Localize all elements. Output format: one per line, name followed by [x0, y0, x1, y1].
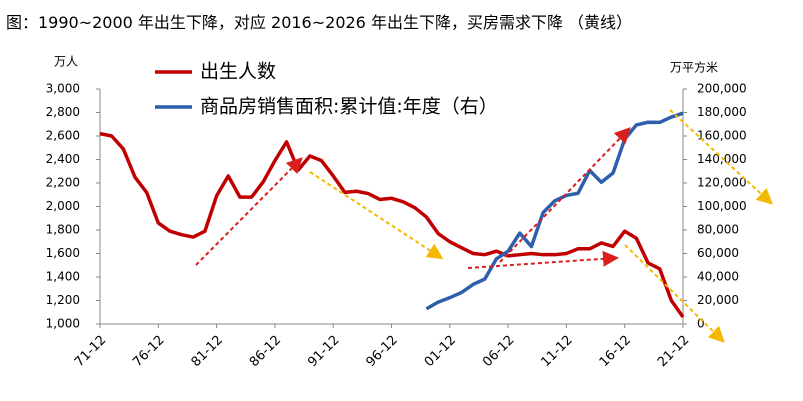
y-axis-label: 万人 [54, 55, 78, 69]
trend-arrow [467, 250, 619, 269]
x-tick-label: 11-12 [538, 333, 575, 370]
y2-tick-label: 120,000 [697, 176, 747, 190]
x-tick-label: 01-12 [422, 333, 459, 370]
y-tick-label: 1,600 [46, 246, 80, 260]
y2-tick-label: 180,000 [697, 105, 747, 119]
x-tick-label: 21-12 [655, 333, 692, 370]
x-tick-label: 91-12 [305, 333, 342, 370]
y-tick-label: 1,200 [46, 293, 80, 307]
y-tick-label: 2,600 [46, 129, 80, 143]
y2-axis-label: 万平方米 [670, 60, 718, 75]
x-tick-label: 71-12 [72, 333, 109, 370]
y2-tick-label: 60,000 [697, 246, 739, 260]
y2-tick-label: 40,000 [697, 270, 739, 284]
x-tick-label: 76-12 [130, 333, 167, 370]
y2-tick-label: 160,000 [697, 129, 747, 143]
trend-arrow [669, 109, 773, 205]
trend-arrow [195, 157, 303, 266]
trend-arrow [309, 171, 444, 260]
legend-label: 商品房销售面积:累计值:年度（右） [200, 96, 498, 118]
y2-tick-label: 200,000 [697, 82, 747, 96]
series-line [425, 111, 684, 311]
y-tick-label: 2,400 [46, 152, 80, 166]
x-tick-label: 86-12 [247, 333, 284, 370]
y2-tick-label: 20,000 [697, 293, 739, 307]
trend-arrow [499, 127, 631, 263]
y-tick-label: 1,400 [46, 270, 80, 284]
trend-arrow [624, 244, 725, 343]
chart-title: 图：1990~2000 年出生下降，对应 2016~2026 年出生下降，买房需… [6, 13, 632, 32]
y2-tick-label: 80,000 [697, 223, 739, 237]
y-tick-label: 1,000 [46, 317, 80, 331]
series-line [99, 131, 685, 318]
y-tick-label: 2,800 [46, 105, 80, 119]
x-tick-label: 06-12 [480, 333, 517, 370]
y2-tick-label: 0 [697, 317, 705, 331]
annotation-arrows [195, 109, 773, 343]
y2-tick-label: 100,000 [697, 199, 747, 213]
y-tick-label: 2,000 [46, 199, 80, 213]
y-tick-label: 2,200 [46, 176, 80, 190]
legend-label: 出生人数 [200, 61, 276, 83]
y-tick-label: 1,800 [46, 223, 80, 237]
x-tick-label: 81-12 [189, 333, 226, 370]
y-tick-label: 3,000 [46, 82, 80, 96]
x-tick-label: 16-12 [597, 333, 634, 370]
x-tick-label: 96-12 [363, 333, 400, 370]
